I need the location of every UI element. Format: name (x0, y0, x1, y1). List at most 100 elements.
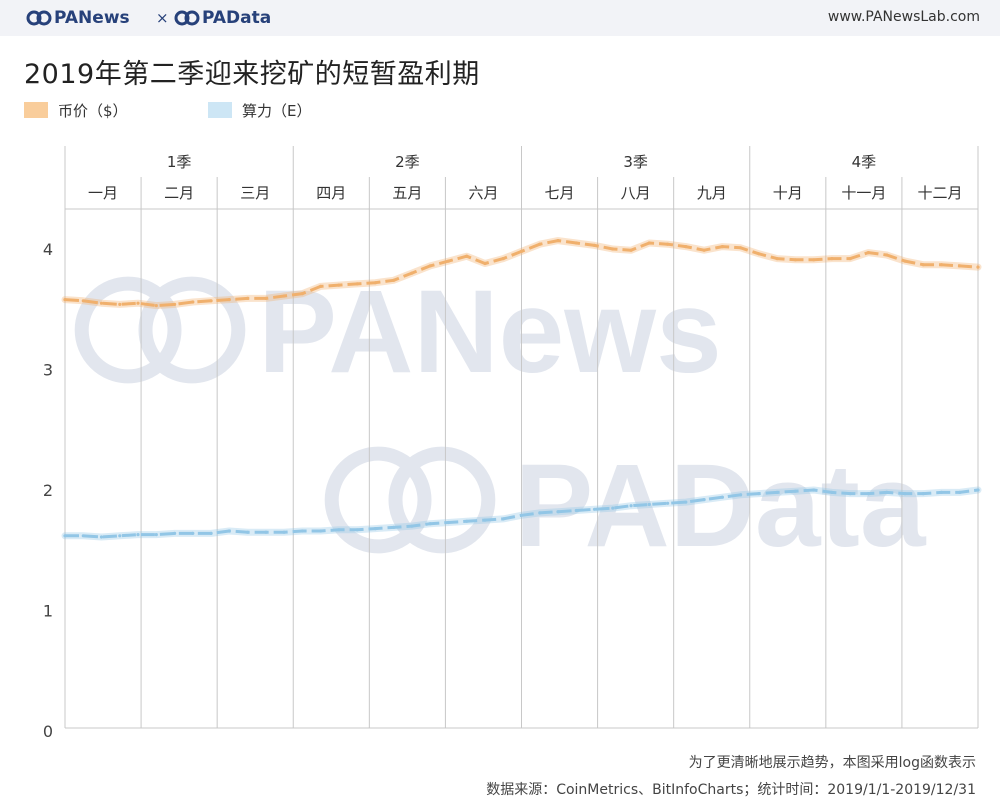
hashrate-point (355, 528, 359, 532)
hashrate-point (428, 522, 432, 526)
month-label: 一月 (88, 184, 118, 202)
legend-item-hashrate: 算力（E） (208, 98, 311, 122)
price-point (775, 257, 779, 261)
quarter-label: 3季 (623, 153, 648, 171)
footnote-method: 为了更清晰地展示趋势，本图采用log函数表示 (688, 755, 976, 771)
y-tick-label: 2 (43, 481, 53, 500)
month-label: 十二月 (917, 184, 962, 202)
hashrate-point (191, 531, 195, 535)
hashrate-point (337, 528, 341, 532)
hashrate-point (227, 529, 231, 533)
hashrate-point (410, 524, 414, 528)
price-point (885, 253, 889, 257)
quarter-label: 4季 (852, 153, 877, 171)
chart-title: 2019年第二季迎来挖矿的短暂盈利期 (24, 59, 480, 90)
quarter-label: 1季 (167, 153, 192, 171)
price-point (702, 248, 706, 252)
price-point (191, 300, 195, 304)
price-point (921, 263, 925, 267)
panews-logo-icon (26, 10, 52, 26)
price-point (136, 301, 140, 305)
price-point (629, 248, 633, 252)
hashrate-point (501, 517, 505, 521)
hashrate-point (684, 500, 688, 504)
legend-item-price: 币价（$） (24, 98, 128, 122)
hashrate-point (136, 533, 140, 537)
site-url[interactable]: www.PANewsLab.com (827, 9, 980, 25)
month-label: 三月 (240, 184, 270, 202)
price-point (757, 252, 761, 256)
price-point (209, 299, 213, 303)
y-tick-label: 0 (43, 722, 53, 741)
brand-panews-text: PANews (54, 8, 130, 28)
month-label: 七月 (545, 184, 575, 202)
hashrate-point (446, 520, 451, 525)
hashrate-point (793, 489, 798, 493)
hashrate-point (775, 490, 779, 494)
price-point (282, 294, 286, 298)
hashrate-point (63, 534, 67, 538)
hashrate-point (666, 501, 670, 505)
y-tick-label: 1 (43, 602, 53, 621)
hashrate-point (118, 534, 122, 538)
price-point (574, 241, 578, 245)
price-point (647, 241, 651, 245)
legend-swatch-hashrate (208, 102, 232, 118)
price-point (355, 282, 359, 286)
price-point (666, 242, 670, 246)
price-point (465, 254, 469, 258)
hashrate-point (976, 488, 980, 492)
hashrate-point (483, 518, 487, 522)
price-point (830, 257, 834, 261)
hashrate-point (921, 492, 925, 496)
price-point (483, 261, 487, 266)
hashrate-point (629, 504, 633, 508)
watermark-panews: PANews (258, 266, 721, 398)
hashrate-point (392, 525, 396, 529)
price-point (118, 302, 122, 306)
hashrate-point (519, 513, 524, 517)
hashrate-point (319, 529, 323, 533)
price-point (939, 263, 944, 267)
hashrate-point (866, 492, 871, 496)
hashrate-point (885, 490, 889, 494)
brand-panews: PANews (26, 8, 130, 28)
legend-swatch-price (24, 102, 48, 118)
price-point (81, 299, 85, 303)
price-point (903, 259, 907, 263)
hashrate-point (538, 511, 542, 515)
month-label: 十一月 (841, 184, 886, 202)
price-point (519, 249, 524, 253)
price-point (611, 247, 615, 251)
price-point (428, 264, 432, 268)
brand-separator: × (156, 9, 169, 27)
hashrate-point (830, 490, 834, 494)
price-point (684, 245, 688, 249)
padata-logo-icon (174, 10, 200, 26)
hashrate-point (848, 492, 852, 496)
hashrate-point (282, 530, 286, 534)
price-point (99, 301, 104, 305)
hashrate-point (702, 498, 706, 502)
price-point (264, 296, 268, 300)
watermark-padata: PAData (515, 440, 927, 572)
price-point (373, 281, 377, 285)
hashrate-point (757, 492, 761, 496)
price-point (739, 246, 743, 250)
price-point (592, 243, 597, 247)
month-label: 二月 (164, 184, 194, 202)
footnote-source: 数据来源：CoinMetrics、BitInfoCharts；统计时间：2019… (486, 782, 976, 798)
month-label: 五月 (392, 184, 422, 202)
price-point (866, 251, 871, 255)
quarter-label: 2季 (395, 153, 420, 171)
price-point (958, 264, 962, 268)
hashrate-point (903, 492, 907, 496)
price-point (300, 292, 304, 296)
hashrate-point (99, 535, 104, 539)
hashrate-point (812, 488, 816, 492)
legend-label-hashrate: 算力（E） (242, 101, 312, 120)
price-point (246, 296, 250, 300)
legend-label-price: 币价（$） (58, 101, 128, 120)
hashrate-point (373, 527, 377, 531)
